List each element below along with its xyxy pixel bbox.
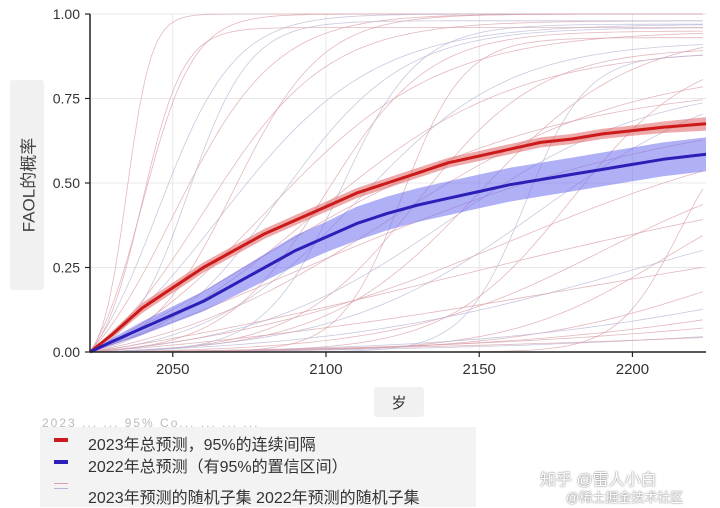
random-subset-curves xyxy=(89,13,704,353)
legend-label: 2023年总预测，95%的连续间隔 xyxy=(88,437,316,454)
y-tick-label: 0.25 xyxy=(53,260,80,276)
mean-line-2023 xyxy=(89,122,707,354)
x-tick-label: 2200 xyxy=(616,361,649,378)
random-subset-curve xyxy=(89,44,703,353)
random-subset-curve xyxy=(89,20,703,353)
y-tick-label: 0.50 xyxy=(53,175,80,191)
legend-swatch-red xyxy=(54,438,68,442)
legend-swatch-light-blue xyxy=(54,488,68,489)
random-subset-curve xyxy=(89,27,703,353)
y-axis-label-box xyxy=(10,80,44,290)
x-tick-label: 2050 xyxy=(156,361,189,378)
random-subset-curve xyxy=(89,249,704,353)
x-axis-label: 岁 xyxy=(374,387,424,417)
x-tick-label: 2100 xyxy=(309,361,342,378)
mean-forecast-lines xyxy=(89,122,707,354)
random-subset-curve xyxy=(89,219,703,353)
confidence-band-2022 xyxy=(90,137,706,352)
confidence-bands xyxy=(90,117,706,352)
random-subset-curve xyxy=(89,24,703,353)
random-subset-curve xyxy=(89,30,703,353)
watermark-zhihu: 知乎 @雷人小白 xyxy=(540,472,657,489)
mean-line-2022 xyxy=(89,152,707,354)
random-subset-curve xyxy=(90,291,704,353)
y-axis-label: FAOL的概率 xyxy=(19,137,39,233)
watermark-juejin: @稀土掘金技术社区 xyxy=(566,490,684,505)
random-subset-curve xyxy=(89,170,704,353)
legend: 2023年总预测，95%的连续间隔 2022年总预测（有95%的置信区间） 20… xyxy=(40,427,476,507)
legend-ghost-text: 2023 ... ... 95% Co... ... ... ... xyxy=(42,416,260,430)
random-subset-curve xyxy=(89,13,703,353)
random-subset-curve xyxy=(89,267,703,353)
random-subset-curve xyxy=(89,23,703,353)
legend-swatch-light-red xyxy=(54,483,68,484)
random-subset-curve xyxy=(89,32,703,353)
y-tick-label: 0.00 xyxy=(53,344,80,360)
legend-label: 2023年预测的随机子集 2022年预测的随机子集 xyxy=(88,490,420,507)
y-tick-label: 0.75 xyxy=(53,91,80,107)
legend-swatch-blue xyxy=(54,460,68,464)
y-tick-label: 1.00 xyxy=(53,6,80,22)
legend-label: 2022年总预测（有95%的置信区间） xyxy=(88,459,348,476)
random-subset-curve xyxy=(89,204,704,353)
x-tick-label: 2150 xyxy=(463,361,496,378)
random-subset-curve xyxy=(89,20,703,353)
axes: 0.00 0.25 0.50 0.75 1.00 2050 2100 2150 2200 xyxy=(53,6,706,378)
